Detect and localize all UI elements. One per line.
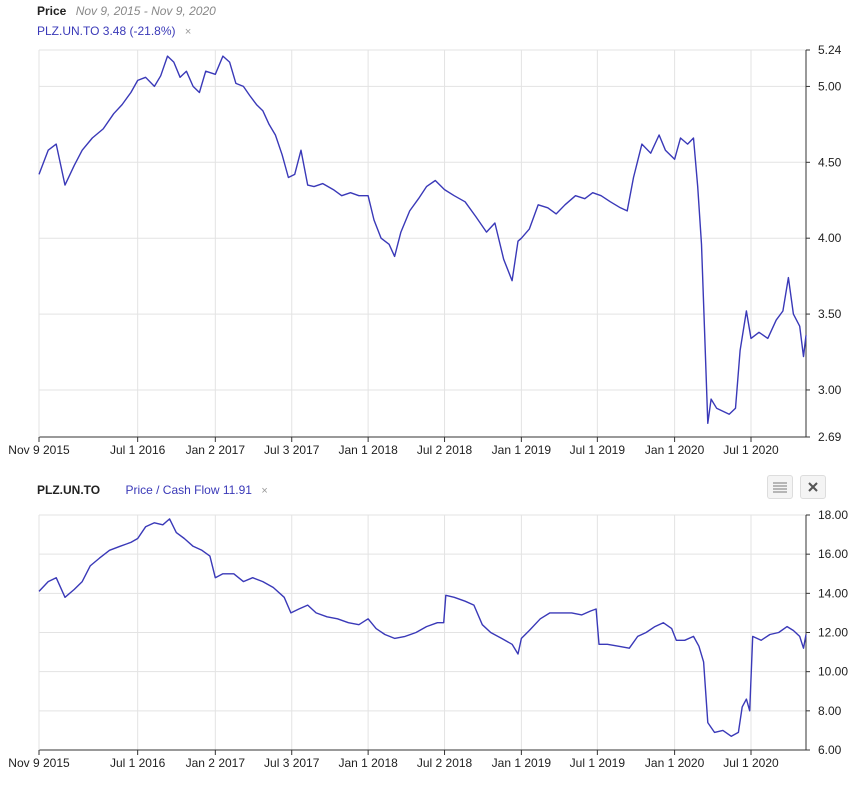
pcf-y-tick-label: 6.00	[818, 743, 842, 757]
pcf-y-tick-label: 14.00	[818, 586, 848, 600]
pcf-y-tick-label: 10.00	[818, 665, 848, 679]
chart-header: Price Nov 9, 2015 - Nov 9, 2020	[37, 4, 216, 18]
price-chart-axes	[38, 50, 807, 438]
price-x-tick-label: Jul 1 2019	[570, 443, 626, 457]
pcf-x-tick-label: Jul 1 2020	[723, 756, 779, 770]
price-chart-grid	[38, 49, 806, 438]
price-x-tick-label: Jan 1 2018	[338, 443, 398, 457]
price-x-tick-label: Jan 1 2020	[645, 443, 705, 457]
price-x-axis: Nov 9 2015 Jul 1 2016 Jan 2 2017 Jul 3 2017…	[8, 437, 779, 457]
price-series	[38, 55, 807, 424]
pcf-x-tick-label: Jan 2 2017	[186, 756, 246, 770]
price-x-tick-label: Nov 9 2015	[8, 443, 70, 457]
remove-indicator-icon[interactable]: ×	[261, 485, 268, 497]
price-x-tick-label: Jul 1 2016	[110, 443, 166, 457]
price-x-tick-label: Jul 3 2017	[264, 443, 320, 457]
indicator-legend-label: Price / Cash Flow 11.91	[125, 483, 252, 497]
pcf-x-tick-label: Nov 9 2015	[8, 756, 70, 770]
price-y-tick-label: 3.00	[818, 383, 842, 397]
price-y-tick-label: 5.24	[818, 43, 842, 57]
price-x-tick-label: Jan 1 2019	[492, 443, 552, 457]
price-y-tick-label: 2.69	[818, 430, 842, 444]
indicator-settings-button[interactable]	[767, 475, 793, 499]
price-y-tick-label: 5.00	[818, 79, 842, 93]
date-range-label: Nov 9, 2015 - Nov 9, 2020	[75, 4, 216, 18]
price-y-tick-label: 4.00	[818, 231, 842, 245]
price-chart: 5.24 5.00 4.50 4.00 3.50 3.00 2.69 Nov 9 2015 J…	[8, 43, 842, 457]
pcf-x-tick-label: Jan 1 2020	[645, 756, 705, 770]
pcf-y-axis: 18.00 16.00 14.00 12.00 10.00 8.00 6.00	[806, 508, 848, 757]
pcf-x-tick-label: Jan 1 2018	[338, 756, 398, 770]
pcf-chart-grid	[38, 514, 806, 751]
indicator-ticker: PLZ.UN.TO	[37, 483, 101, 497]
price-series-line	[38, 55, 807, 424]
pcf-y-tick-label: 12.00	[818, 626, 848, 640]
price-y-axis: 5.24 5.00 4.50 4.00 3.50 3.00 2.69	[806, 43, 842, 444]
pcf-y-tick-label: 8.00	[818, 704, 842, 718]
pcf-x-tick-label: Jul 1 2016	[110, 756, 166, 770]
pcf-x-tick-label: Jul 3 2017	[264, 756, 320, 770]
chart-title: Price	[37, 4, 67, 18]
indicator-header: PLZ.UN.TO Price / Cash Flow 11.91 ×	[37, 483, 268, 497]
price-x-tick-label: Jan 2 2017	[186, 443, 246, 457]
pcf-y-tick-label: 16.00	[818, 547, 848, 561]
indicator-close-button[interactable]	[800, 475, 826, 499]
price-y-tick-label: 4.50	[818, 155, 842, 169]
settings-icon	[773, 482, 787, 493]
remove-series-icon[interactable]: ×	[184, 26, 192, 38]
price-x-tick-label: Jul 1 2020	[723, 443, 779, 457]
price-y-tick-label: 3.50	[818, 307, 842, 321]
pcf-chart-axes	[38, 515, 807, 751]
close-icon	[808, 482, 818, 492]
pcf-y-tick-label: 18.00	[818, 508, 848, 522]
pcf-x-axis: Nov 9 2015 Jul 1 2016 Jan 2 2017 Jul 3 2017…	[8, 750, 779, 770]
pcf-x-tick-label: Jan 1 2019	[492, 756, 552, 770]
price-x-tick-label: Jul 2 2018	[417, 443, 473, 457]
pcf-x-tick-label: Jul 1 2019	[570, 756, 626, 770]
pcf-series	[38, 518, 807, 737]
pcf-series-line	[38, 518, 807, 737]
series-legend-label: PLZ.UN.TO 3.48 (-21.8%)	[37, 24, 176, 38]
pcf-x-tick-label: Jul 2 2018	[417, 756, 473, 770]
series-legend: PLZ.UN.TO 3.48 (-21.8%) ×	[37, 24, 191, 38]
